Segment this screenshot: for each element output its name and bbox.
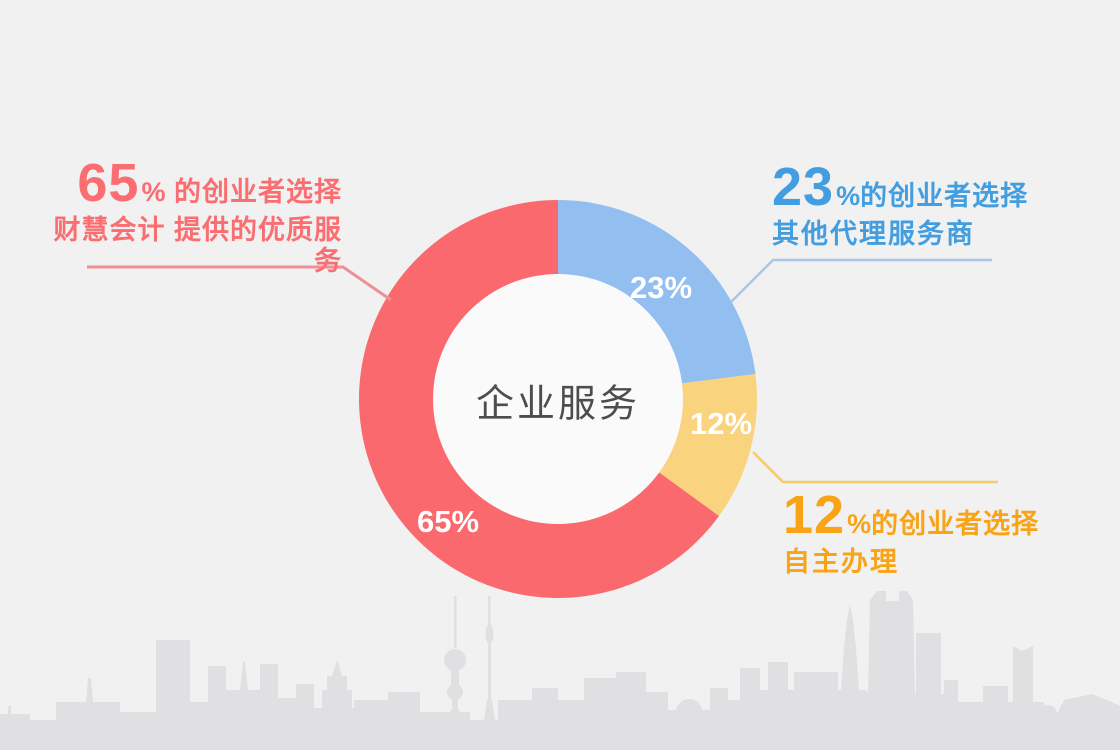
callout-blue-line1: 23 % 的创业者选择 (772, 160, 1028, 214)
callout-red-percent: 65 (77, 153, 140, 213)
leader-line-red (87, 265, 392, 302)
callout-orange-percent-sign: % (847, 509, 872, 539)
leader-line-orange (752, 451, 998, 484)
callout-red-text: 的创业者选择 (165, 177, 342, 207)
callout-orange-percent: 12 (783, 485, 846, 545)
callout-orange-12: 12 % 的创业者选择 自主办理 (783, 488, 1039, 578)
donut-slices (358, 200, 757, 598)
donut-slice-65 (358, 200, 719, 598)
callout-blue-line2: 其他代理服务商 (772, 219, 975, 249)
needle-tower-icon (483, 596, 496, 726)
pearl-tower-icon (443, 596, 467, 726)
callout-blue-text: 的创业者选择 (860, 181, 1029, 211)
city-skyline-path (0, 591, 1120, 750)
callout-red-line1: 65 % 的创业者选择 (77, 156, 342, 210)
slice-label-65: 65% (416, 504, 480, 539)
callout-orange-line1: 12 % 的创业者选择 (783, 488, 1039, 542)
donut-slice-23 (558, 200, 756, 384)
callout-orange-text: 的创业者选择 (871, 509, 1040, 539)
callout-blue-23: 23 % 的创业者选择 其他代理服务商 (772, 160, 1028, 250)
callout-red-65: 65 % 的创业者选择 财慧会计 提供的优质服务 (40, 156, 342, 277)
dome-buildings (676, 699, 1057, 725)
callout-blue-percent-sign: % (836, 181, 861, 211)
leader-line-blue (730, 258, 992, 303)
callout-red-percent-sign: % (141, 177, 166, 207)
donut-hole (433, 274, 683, 524)
chart-center-title: 企业服务 (475, 383, 641, 426)
slice-label-23: 23% (629, 270, 693, 305)
callout-orange-line2: 自主办理 (783, 547, 899, 577)
callout-blue-percent: 23 (772, 157, 835, 217)
slice-label-12: 12% (689, 406, 753, 441)
donut-slice-12 (658, 374, 757, 516)
callout-red-line2: 财慧会计 提供的优质服务 (53, 215, 342, 277)
